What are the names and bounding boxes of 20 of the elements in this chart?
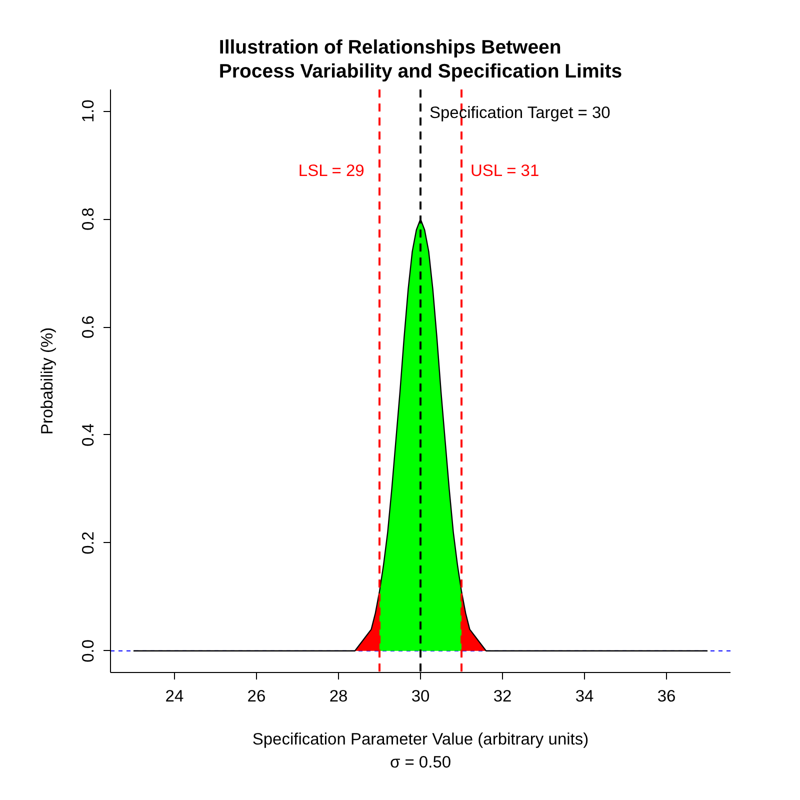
x-tick-label: 24 (165, 688, 184, 706)
x-tick-label: 26 (247, 688, 266, 706)
ref-line-label: LSL = 29 (298, 162, 364, 180)
y-axis-title: Probability (%) (38, 327, 56, 435)
x-tick-label: 34 (575, 688, 594, 706)
y-tick-label: 0.4 (80, 424, 98, 446)
x-axis-title: Specification Parameter Value (arbitrary units) (252, 730, 589, 748)
y-tick-label: 1.0 (80, 100, 98, 123)
y-tick-label: 0.2 (80, 531, 98, 554)
y-tick-label: 0.8 (80, 208, 98, 231)
y-tick-label: 0.0 (80, 639, 98, 662)
text: σ = 0.50 (390, 754, 452, 772)
x-tick-label: 36 (657, 688, 676, 706)
x-tick-label: 32 (493, 688, 512, 706)
x-tick-label: 28 (329, 688, 348, 706)
chart-title: Illustration of Relationships Between Process Variability and Specification Limits (218, 36, 622, 82)
y-tick-label: 0.6 (80, 316, 98, 338)
ref-line-label: Specification Target = 30 (430, 104, 610, 122)
x-tick-label: 30 (411, 688, 430, 706)
ref-line-label: USL = 31 (470, 162, 540, 180)
